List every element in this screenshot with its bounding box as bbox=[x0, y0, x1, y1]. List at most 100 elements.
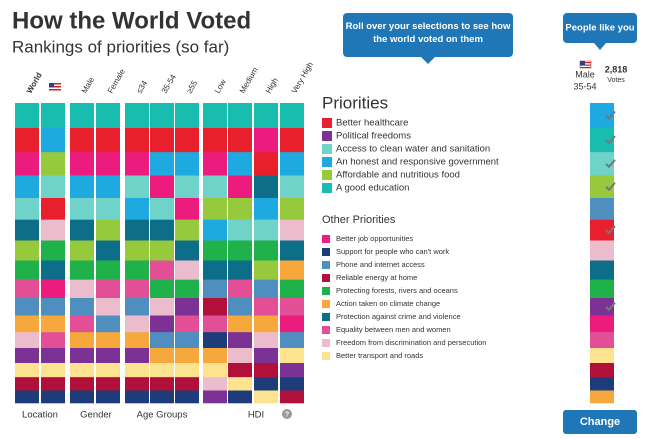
legend-label: Access to clean water and sanitation bbox=[336, 144, 490, 155]
rank-segment bbox=[15, 390, 39, 404]
rank-segment bbox=[175, 219, 199, 241]
rank-segment bbox=[228, 315, 252, 333]
flag bbox=[579, 60, 592, 69]
rank-segment bbox=[280, 103, 304, 129]
rank-segment bbox=[15, 175, 39, 199]
rank-segment bbox=[254, 260, 278, 280]
rank-segment bbox=[280, 128, 304, 153]
legend-label: An honest and responsive government bbox=[336, 157, 499, 168]
rank-segment bbox=[96, 128, 120, 153]
rank-segment bbox=[41, 298, 65, 316]
rank-segment bbox=[280, 315, 304, 333]
rank-segment bbox=[150, 175, 174, 199]
rank-segment bbox=[15, 219, 39, 241]
rank-segment bbox=[41, 240, 65, 261]
rank-segment bbox=[203, 332, 227, 349]
legend-swatch bbox=[322, 248, 330, 256]
rank-segment bbox=[254, 219, 278, 241]
check bbox=[605, 302, 616, 312]
rank-segment bbox=[70, 390, 94, 404]
rank-segment bbox=[590, 260, 614, 280]
change-button[interactable] bbox=[563, 410, 637, 434]
flag-stripe bbox=[49, 89, 61, 91]
rank-segment bbox=[203, 175, 227, 199]
rank-segment bbox=[96, 219, 120, 241]
tooltip-box bbox=[343, 13, 513, 57]
rank-segment bbox=[228, 240, 252, 261]
rank-segment bbox=[125, 175, 149, 199]
column-label: Medium bbox=[238, 66, 260, 95]
legend-swatch bbox=[322, 261, 330, 269]
rank-segment bbox=[203, 363, 227, 378]
rank-segment bbox=[280, 390, 304, 404]
rank-segment bbox=[70, 103, 94, 129]
rank-segment bbox=[228, 332, 252, 349]
legend-label: Better job opportunities bbox=[336, 234, 413, 243]
other-heading: Other Priorities bbox=[322, 214, 396, 226]
rank-segment bbox=[125, 315, 149, 333]
column-label: High bbox=[264, 76, 280, 95]
rank-segment bbox=[70, 219, 94, 241]
check bbox=[605, 135, 616, 145]
rank-segment bbox=[15, 128, 39, 153]
rank-segment bbox=[41, 332, 65, 349]
rank-segment bbox=[228, 219, 252, 241]
rank-segment bbox=[175, 348, 199, 364]
rank-segment bbox=[150, 348, 174, 364]
rank-segment bbox=[590, 377, 614, 391]
rank-segment bbox=[228, 152, 252, 176]
rank-segment bbox=[280, 298, 304, 316]
rank-segment bbox=[96, 332, 120, 349]
column-label: ≥55 bbox=[185, 79, 200, 95]
rank-segment bbox=[150, 219, 174, 241]
rank-segment bbox=[228, 198, 252, 220]
column-label: Male bbox=[80, 75, 97, 95]
rank-segment bbox=[150, 128, 174, 153]
check bbox=[605, 225, 616, 235]
rank-segment bbox=[41, 198, 65, 220]
rank-segment bbox=[228, 279, 252, 299]
rank-segment bbox=[280, 152, 304, 176]
legend-label: Phone and internet access bbox=[336, 260, 425, 269]
rank-segment bbox=[175, 103, 199, 129]
rank-segment bbox=[254, 377, 278, 391]
check bbox=[605, 182, 616, 192]
rank-segment bbox=[228, 390, 252, 404]
rank-segment bbox=[590, 128, 614, 153]
legend-label: Protecting forests, rivers and oceans bbox=[336, 286, 458, 295]
legend-label: Affordable and nutritious food bbox=[336, 170, 460, 181]
tooltip-wrap: Roll over your selections to see how the… bbox=[346, 21, 511, 45]
rank-segment bbox=[280, 332, 304, 349]
rank-segment bbox=[228, 128, 252, 153]
rank-segment bbox=[15, 377, 39, 391]
legend-swatch bbox=[322, 157, 332, 167]
rank-segment bbox=[203, 128, 227, 153]
person-age: 35-54 bbox=[573, 81, 596, 91]
rank-segment bbox=[150, 377, 174, 391]
rank-segment bbox=[15, 315, 39, 333]
rank-segment bbox=[228, 103, 252, 129]
legend-swatch bbox=[322, 287, 330, 295]
rank-segment bbox=[125, 348, 149, 364]
rank-segment bbox=[15, 240, 39, 261]
rank-segment bbox=[228, 377, 252, 391]
rank-segment bbox=[175, 175, 199, 199]
rank-segment bbox=[228, 175, 252, 199]
rank-segment bbox=[175, 363, 199, 378]
legend-label: Support for people who can't work bbox=[336, 247, 449, 256]
rank-segment bbox=[125, 279, 149, 299]
rank-segment bbox=[150, 298, 174, 316]
change-label[interactable]: Change bbox=[580, 416, 620, 428]
rank-segment bbox=[70, 279, 94, 299]
rank-segment bbox=[175, 315, 199, 333]
help-label: ? bbox=[285, 411, 289, 418]
rank-segment bbox=[96, 363, 120, 378]
flag-canton bbox=[49, 83, 54, 88]
rank-segment bbox=[590, 240, 614, 261]
rank-segment bbox=[254, 315, 278, 333]
title: How the World Voted bbox=[12, 7, 251, 34]
help-icon bbox=[282, 409, 292, 419]
legend-label: Political freedoms bbox=[336, 131, 411, 142]
legend-label: A good education bbox=[336, 183, 409, 194]
